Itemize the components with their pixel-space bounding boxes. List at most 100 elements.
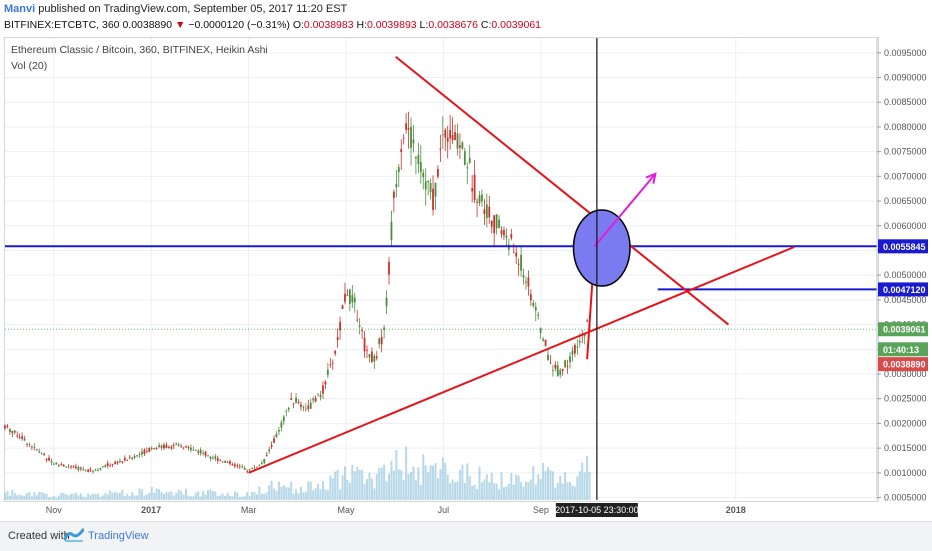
volume-bar xyxy=(150,486,153,500)
volume-bar xyxy=(241,496,244,500)
candle-body xyxy=(459,145,461,148)
candle-body xyxy=(353,297,356,303)
volume-bar xyxy=(38,491,41,500)
publication-line: Manvi published on TradingView.com, Sept… xyxy=(4,3,347,15)
volume-bar xyxy=(40,491,43,500)
candle-body xyxy=(219,459,222,461)
price-chart[interactable]: 0.0095000 0.0090000 0.0085000 0.0080000 0.00… xyxy=(0,0,932,521)
crosshair: 2017-10-05 23:30:00 xyxy=(555,38,639,517)
candle-body xyxy=(456,133,459,149)
support-trendline xyxy=(248,246,795,474)
candle-body xyxy=(539,328,542,333)
candle-body xyxy=(537,314,540,316)
volume-bar xyxy=(30,496,33,500)
candle-body xyxy=(334,350,337,354)
candle-body xyxy=(297,402,300,403)
candle-body xyxy=(463,151,466,165)
x-tick-label: Nov xyxy=(46,505,63,515)
volume-bar xyxy=(419,484,422,500)
candle-body xyxy=(231,464,234,466)
volume-bar xyxy=(136,495,139,500)
candle-body xyxy=(50,461,53,463)
volume-bar xyxy=(170,491,173,500)
volume-bar xyxy=(571,485,574,500)
volume-bar xyxy=(432,465,435,500)
candle-body xyxy=(133,456,136,458)
volume-bar xyxy=(307,481,310,500)
volume-bar xyxy=(326,490,329,500)
candle-body xyxy=(370,351,373,362)
volume-bar xyxy=(564,472,567,500)
candle-body xyxy=(70,466,72,468)
volume-bar xyxy=(275,490,278,500)
time-axis: Nov 2017 Mar May Jul Sep 2018 xyxy=(46,505,746,515)
candle-body xyxy=(212,457,214,459)
chart-pane[interactable] xyxy=(4,37,879,502)
volume-bar xyxy=(556,482,559,500)
candle-body xyxy=(121,461,124,463)
volume-bar xyxy=(512,484,515,500)
volume-bar xyxy=(329,475,332,500)
tradingview-brand[interactable]: TradingView xyxy=(88,530,149,542)
candle-body xyxy=(82,469,85,471)
y-tick-label: 0.0085000 xyxy=(884,97,927,107)
candle-body xyxy=(424,181,427,190)
candle-body xyxy=(155,448,158,449)
author-name[interactable]: Manvi xyxy=(4,3,36,15)
volume-bar xyxy=(309,481,312,500)
candle-body xyxy=(397,167,400,173)
volume-bar xyxy=(314,488,317,500)
candle-body xyxy=(236,465,239,467)
volume-bar xyxy=(407,474,410,500)
volume-bar xyxy=(16,495,19,500)
volume-legend[interactable]: Vol (20) xyxy=(11,60,48,72)
volume-bar xyxy=(280,486,283,500)
volume-bar xyxy=(87,493,90,500)
volume-bar xyxy=(461,464,464,500)
volume-bar xyxy=(199,496,202,500)
candle-body xyxy=(143,449,146,454)
volume-bar xyxy=(92,493,95,500)
volume-bar xyxy=(35,495,38,500)
candle-body xyxy=(300,404,302,407)
volume-bar xyxy=(424,465,427,500)
volume-bar xyxy=(336,470,339,500)
series-legend-title[interactable]: Ethereum Classic / Bitcoin, 360, BITFINE… xyxy=(11,44,268,56)
candle-body xyxy=(375,356,378,359)
candle-body xyxy=(4,425,6,429)
candle-body xyxy=(402,137,405,139)
candle-body xyxy=(329,364,332,366)
volume-bar xyxy=(290,481,293,500)
breakout-arrow xyxy=(593,173,657,248)
volume-bar xyxy=(138,488,141,500)
candle-body xyxy=(13,430,16,433)
volume-bar xyxy=(439,469,442,500)
volume-bar xyxy=(258,486,261,500)
candle-body xyxy=(549,362,552,364)
candle-body xyxy=(251,467,253,469)
candle-body xyxy=(512,251,515,253)
candle-body xyxy=(336,337,339,341)
volume-bar xyxy=(251,492,254,500)
candle-body xyxy=(48,457,50,461)
volume-bar xyxy=(263,493,266,500)
candle-body xyxy=(282,416,285,422)
candle-body xyxy=(285,411,288,412)
volume-bar xyxy=(104,493,107,500)
tradingview-logo-icon[interactable] xyxy=(64,527,84,543)
volume-bar xyxy=(363,484,366,500)
down-arrow-icon: ▼ xyxy=(175,19,186,31)
candlestick-series xyxy=(4,111,591,474)
volume-bar xyxy=(11,489,14,500)
candle-body xyxy=(270,445,273,447)
candle-body xyxy=(510,234,513,239)
y-tick-label: 0.0075000 xyxy=(884,147,927,157)
volume-bar xyxy=(356,466,359,500)
candle-body xyxy=(410,126,412,148)
candle-body xyxy=(104,465,107,468)
volume-bar xyxy=(578,471,581,500)
volume-bar xyxy=(573,486,576,500)
candle-body xyxy=(197,451,200,453)
candle-body xyxy=(454,132,456,140)
y-tick-label: 0.0080000 xyxy=(884,122,927,132)
